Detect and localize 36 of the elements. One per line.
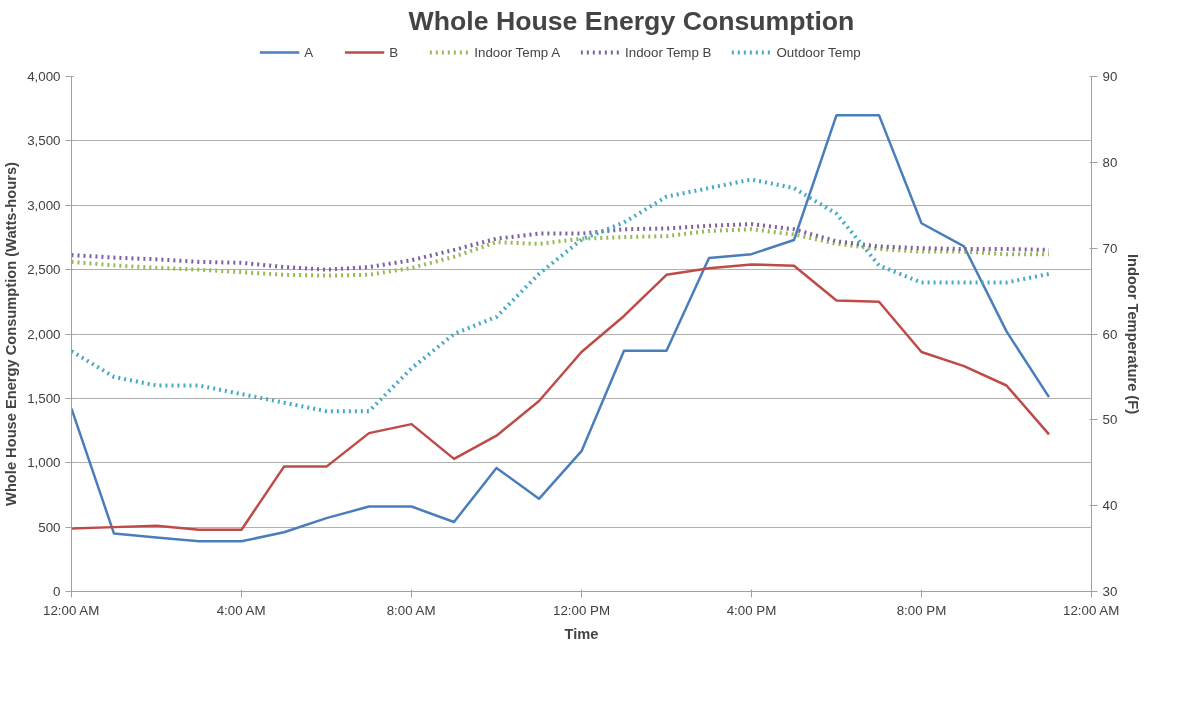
y2-tick-label: 60 — [1102, 326, 1118, 342]
y-tick-label: 500 — [38, 519, 61, 535]
y2-axis-title: Indoor Temperature (F) — [1125, 253, 1142, 415]
legend-label: A — [304, 44, 315, 60]
legend-label: B — [389, 44, 400, 60]
x-tick-label: 8:00 AM — [386, 602, 436, 618]
legend-label: Indoor Temp B — [625, 44, 712, 60]
y-tick-label: 1,000 — [27, 455, 61, 471]
x-tick-label: 4:00 PM — [726, 602, 777, 618]
y2-tick-label: 30 — [1102, 584, 1118, 599]
y2-tick-label: 50 — [1102, 412, 1118, 428]
y2-tick-label: 70 — [1102, 240, 1118, 256]
x-tick-label: 8:00 PM — [896, 602, 947, 618]
y-tick-label: 3,500 — [27, 133, 61, 149]
legend-label: Outdoor Temp — [776, 44, 861, 60]
x-tick-label: 4:00 AM — [216, 602, 266, 618]
line-series — [71, 227, 1051, 278]
line-series — [71, 263, 1051, 531]
y-axis-title: Whole House Energy Consumption (Watts-hours) — [3, 161, 20, 506]
y-tick-label: 3,000 — [27, 197, 61, 213]
y-tick-label: 1,500 — [27, 390, 61, 406]
line-series — [71, 177, 1051, 414]
x-tick-label: 12:00 PM — [552, 602, 611, 618]
legend-label: Indoor Temp A — [474, 44, 561, 60]
y-tick-label: 2,000 — [27, 326, 61, 342]
y2-tick-label: 80 — [1102, 154, 1118, 170]
y2-tick-label: 90 — [1102, 69, 1118, 84]
line-series — [71, 113, 1051, 543]
x-tick-label: 12:00 AM — [1062, 602, 1120, 618]
y-tick-label: 2,500 — [27, 262, 61, 278]
y-tick-label: 0 — [53, 584, 61, 599]
y-tick-label: 4,000 — [27, 69, 61, 84]
x-tick-label: 12:00 AM — [42, 602, 100, 618]
y2-tick-label: 40 — [1102, 498, 1118, 514]
x-axis-title: Time — [564, 625, 599, 642]
chart-title: Whole House Energy Consumption — [408, 5, 855, 36]
